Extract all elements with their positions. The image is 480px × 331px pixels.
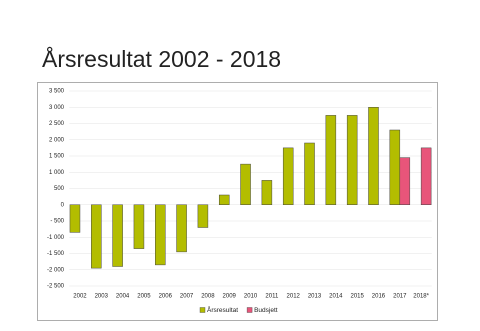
- y-tick-label: - 500: [50, 219, 64, 225]
- x-tick-label: 2017: [393, 294, 407, 300]
- bar: [325, 115, 337, 205]
- x-tick-label: 2010: [244, 294, 258, 300]
- y-tick-label: 1 000: [49, 170, 65, 176]
- bar: [69, 204, 81, 233]
- bar: [197, 204, 209, 228]
- x-tick-label: 2004: [116, 294, 130, 300]
- x-tick-label: 2018*: [413, 294, 429, 300]
- x-tick-label: 2015: [350, 294, 364, 300]
- x-tick-label: 2011: [265, 294, 279, 300]
- y-tick-label: -2 500: [47, 284, 65, 290]
- y-tick-label: -1 500: [47, 251, 65, 257]
- x-tick-label: 2003: [95, 294, 109, 300]
- legend-label: Budsjett: [254, 307, 278, 314]
- x-tick-label: 2009: [223, 294, 237, 300]
- x-tick-label: 2002: [73, 294, 87, 300]
- y-tick-label: 2 000: [49, 137, 65, 143]
- x-tick-label: 2014: [329, 294, 343, 300]
- x-tick-label: 2016: [372, 294, 386, 300]
- bar: [282, 147, 294, 205]
- x-tick-label: 2012: [287, 294, 301, 300]
- legend-label: Årsresultat: [207, 305, 238, 314]
- bar: [155, 204, 166, 266]
- x-tick-label: 2008: [201, 294, 215, 300]
- x-tick-label: 2005: [137, 294, 151, 300]
- chart-frame: [37, 82, 438, 321]
- bar: [399, 157, 411, 205]
- y-tick-label: 2 500: [49, 121, 65, 127]
- bar: [133, 204, 145, 249]
- y-tick-label: 1 500: [49, 154, 65, 160]
- bar: [368, 107, 379, 205]
- bar: [346, 115, 358, 205]
- bar: [218, 194, 230, 205]
- legend-swatch: [199, 307, 206, 313]
- y-tick-label: 3 500: [49, 89, 65, 95]
- bar: [112, 204, 123, 267]
- bar: [261, 180, 273, 205]
- bar: [389, 129, 401, 205]
- bar: [304, 142, 315, 205]
- y-tick-label: -1 000: [47, 235, 65, 241]
- bar: [420, 147, 432, 205]
- y-tick-label: 3 000: [49, 105, 65, 111]
- y-tick-label: 0: [61, 202, 65, 208]
- bar: [91, 204, 102, 269]
- chart-title: Årsresultat 2002 - 2018: [42, 45, 281, 72]
- x-tick-label: 2006: [159, 294, 173, 300]
- bar: [176, 204, 187, 253]
- bar: [240, 163, 251, 205]
- legend-swatch: [246, 307, 253, 313]
- y-tick-label: -2 000: [47, 267, 65, 273]
- x-tick-label: 2013: [308, 294, 322, 300]
- x-tick-label: 2007: [180, 294, 194, 300]
- y-tick-label: 500: [54, 186, 65, 192]
